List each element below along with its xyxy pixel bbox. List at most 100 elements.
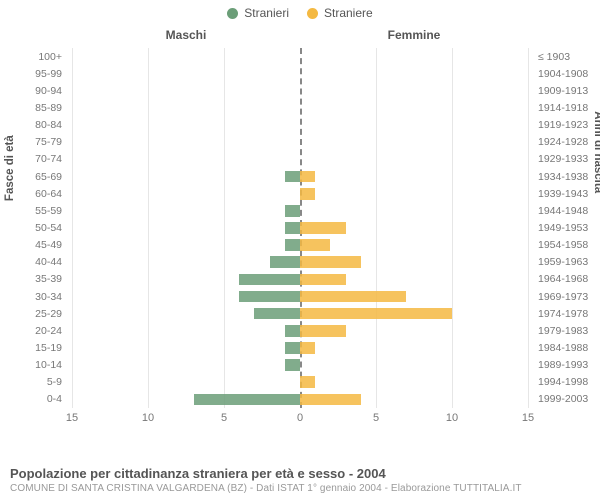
age-label: 60-64 <box>0 185 62 202</box>
bar-female <box>300 188 315 200</box>
birth-label: 1994-1998 <box>538 374 598 391</box>
age-label: 95-99 <box>0 65 62 82</box>
header-female: Femmine <box>300 28 528 42</box>
bar-row <box>72 322 528 339</box>
birth-label: 1954-1958 <box>538 237 598 254</box>
legend-item-male: Stranieri <box>227 6 289 20</box>
age-label: 30-34 <box>0 288 62 305</box>
birth-label: 1959-1963 <box>538 254 598 271</box>
chart: Maschi Femmine Fasce di età Anni di nasc… <box>0 28 600 448</box>
bar-row <box>72 254 528 271</box>
gridline <box>528 48 529 408</box>
bar-row <box>72 305 528 322</box>
bar-row <box>72 339 528 356</box>
bar-male <box>239 274 300 286</box>
bar-row <box>72 185 528 202</box>
bar-female <box>300 376 315 388</box>
bar-male <box>270 256 300 268</box>
x-tick: 5 <box>373 412 379 424</box>
age-label: 50-54 <box>0 219 62 236</box>
bar-row <box>72 134 528 151</box>
bar-row <box>72 117 528 134</box>
legend-label-female: Straniere <box>324 6 373 20</box>
age-label: 5-9 <box>0 374 62 391</box>
birth-label: 1944-1948 <box>538 202 598 219</box>
bar-row <box>72 237 528 254</box>
x-tick: 10 <box>446 412 458 424</box>
column-headers: Maschi Femmine <box>72 28 528 42</box>
x-tick: 15 <box>522 412 534 424</box>
age-label: 90-94 <box>0 82 62 99</box>
x-tick: 15 <box>66 412 78 424</box>
bar-male <box>285 171 300 183</box>
y-labels-birth: ≤ 19031904-19081909-19131914-19181919-19… <box>532 48 598 408</box>
birth-label: 1939-1943 <box>538 185 598 202</box>
age-label: 40-44 <box>0 254 62 271</box>
age-label: 70-74 <box>0 151 62 168</box>
chart-subtitle: COMUNE DI SANTA CRISTINA VALGARDENA (BZ)… <box>10 483 590 494</box>
age-label: 85-89 <box>0 99 62 116</box>
x-tick: 10 <box>142 412 154 424</box>
age-label: 0-4 <box>0 391 62 408</box>
birth-label: 1969-1973 <box>538 288 598 305</box>
age-label: 45-49 <box>0 237 62 254</box>
birth-label: 1914-1918 <box>538 99 598 116</box>
bar-male <box>285 205 300 217</box>
bar-rows <box>72 48 528 408</box>
bar-male <box>285 325 300 337</box>
legend: Stranieri Straniere <box>0 0 600 20</box>
bar-row <box>72 82 528 99</box>
birth-label: 1934-1938 <box>538 168 598 185</box>
header-male: Maschi <box>72 28 300 42</box>
age-label: 75-79 <box>0 134 62 151</box>
bar-row <box>72 219 528 236</box>
birth-label: 1949-1953 <box>538 219 598 236</box>
birth-label: 1984-1988 <box>538 339 598 356</box>
female-swatch <box>307 8 318 19</box>
age-label: 80-84 <box>0 117 62 134</box>
birth-label: 1904-1908 <box>538 65 598 82</box>
bar-female <box>300 394 361 406</box>
age-label: 20-24 <box>0 322 62 339</box>
bar-female <box>300 291 406 303</box>
birth-label: 1909-1913 <box>538 82 598 99</box>
bar-male <box>285 239 300 251</box>
bar-row <box>72 202 528 219</box>
age-label: 35-39 <box>0 271 62 288</box>
bar-male <box>285 342 300 354</box>
bar-female <box>300 256 361 268</box>
plot-area <box>72 48 528 408</box>
age-label: 15-19 <box>0 339 62 356</box>
bar-male <box>285 359 300 371</box>
birth-label: 1974-1978 <box>538 305 598 322</box>
y-labels-age: 100+95-9990-9485-8980-8475-7970-7465-696… <box>0 48 68 408</box>
bar-female <box>300 222 346 234</box>
bar-female <box>300 342 315 354</box>
age-label: 65-69 <box>0 168 62 185</box>
age-label: 25-29 <box>0 305 62 322</box>
bar-row <box>72 151 528 168</box>
bar-female <box>300 239 330 251</box>
birth-label: 1979-1983 <box>538 322 598 339</box>
legend-label-male: Stranieri <box>244 6 289 20</box>
birth-label: ≤ 1903 <box>538 48 598 65</box>
bar-row <box>72 168 528 185</box>
birth-label: 1929-1933 <box>538 151 598 168</box>
bar-female <box>300 325 346 337</box>
bar-row <box>72 357 528 374</box>
bar-female <box>300 308 452 320</box>
birth-label: 1964-1968 <box>538 271 598 288</box>
age-label: 10-14 <box>0 357 62 374</box>
x-tick: 0 <box>297 412 303 424</box>
birth-label: 1919-1923 <box>538 117 598 134</box>
bar-row <box>72 48 528 65</box>
bar-row <box>72 374 528 391</box>
legend-item-female: Straniere <box>307 6 373 20</box>
bar-male <box>285 222 300 234</box>
bar-male <box>239 291 300 303</box>
age-label: 55-59 <box>0 202 62 219</box>
chart-title: Popolazione per cittadinanza straniera p… <box>10 466 590 481</box>
bar-row <box>72 391 528 408</box>
bar-male <box>254 308 300 320</box>
birth-label: 1999-2003 <box>538 391 598 408</box>
